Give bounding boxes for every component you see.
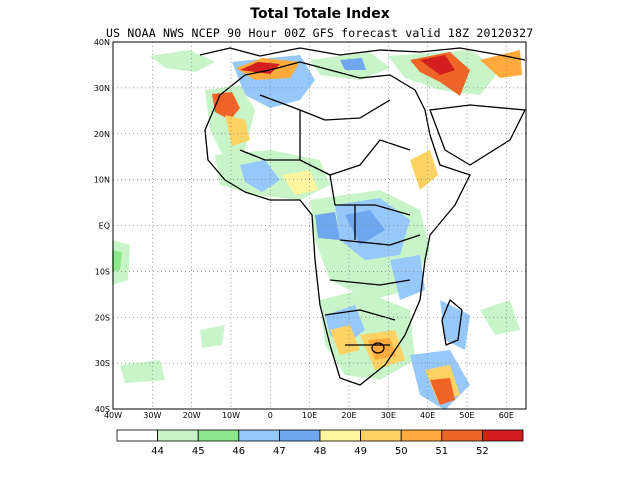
europe-coast (199, 47, 526, 61)
madagascar (441, 299, 463, 346)
lon-tick-label: 10E (302, 411, 317, 420)
colorbar-swatch (157, 429, 199, 442)
colorbar-swatch (238, 429, 280, 442)
lat-tick-label: 40N (94, 38, 110, 47)
lat-tick-label: EQ (99, 222, 110, 231)
colorbar-label: 46 (232, 446, 245, 457)
lat-tick-label: 20N (94, 130, 110, 139)
field-patch (240, 160, 280, 192)
lat-tick-label: 30S (95, 359, 110, 368)
colorbar-swatch (197, 429, 240, 442)
colorbar-swatch (360, 429, 402, 442)
index-fields (112, 50, 522, 410)
colorbar-label: 45 (192, 446, 205, 457)
colorbar-swatch (319, 429, 361, 442)
field-patch (282, 170, 318, 195)
colorbar-swatch (400, 429, 443, 442)
colorbar-swatch (481, 429, 524, 442)
field-patch (430, 378, 455, 405)
colorbar-label: 51 (435, 446, 448, 457)
lat-tick-label: 10N (94, 176, 110, 185)
border (324, 309, 396, 321)
lon-tick-label: 50E (459, 411, 474, 420)
colorbar-swatch (278, 429, 321, 442)
field-patch (440, 300, 470, 350)
colorbar-label: 47 (273, 446, 286, 457)
field-patch (150, 50, 215, 72)
map-frame (112, 41, 527, 410)
field-patch (340, 58, 366, 70)
lon-tick-label: 60E (499, 411, 514, 420)
field-patch (200, 325, 225, 348)
lake (371, 342, 385, 354)
colorbar-label: 52 (476, 446, 489, 457)
border (339, 234, 421, 246)
lat-tick-label: 20S (95, 313, 110, 322)
colorbar-swatch (116, 429, 158, 442)
colorbar-label: 48 (314, 446, 327, 457)
colorbar-label: 50 (395, 446, 408, 457)
field-patch (330, 325, 360, 355)
colorbar-label: 44 (151, 446, 164, 457)
border (259, 94, 391, 121)
border (239, 149, 300, 161)
lat-tick-label: 40S (95, 405, 110, 414)
lon-tick-label: 20E (341, 411, 356, 420)
lon-tick-label: 10W (222, 411, 240, 420)
chart-title: Total Totale Index (250, 6, 390, 22)
field-patch (420, 55, 455, 75)
lon-tick-label: 30E (381, 411, 396, 420)
field-patch (112, 250, 122, 272)
field-patch (120, 360, 165, 383)
colorbar-label: 49 (354, 446, 367, 457)
lat-tick-label: 10S (95, 267, 110, 276)
lon-tick-label: 0 (268, 411, 273, 420)
field-patch (212, 92, 240, 120)
lon-tick-label: 30W (143, 411, 161, 420)
graticule (113, 42, 526, 409)
border (329, 279, 411, 286)
field-patch (480, 300, 520, 335)
coastlines-and-borders (199, 47, 526, 386)
lon-tick-label: 20W (183, 411, 201, 420)
arabian-peninsula (429, 104, 526, 166)
lon-tick-label: 40E (420, 411, 435, 420)
lon-tick-label: 40W (104, 411, 122, 420)
forecast-subtitle: US NOAA NWS NCEP 90 Hour 00Z GFS forecas… (106, 26, 534, 40)
lat-tick-label: 30N (94, 84, 110, 93)
border (299, 110, 411, 176)
field-patch (410, 150, 438, 190)
africa-coastline (204, 61, 471, 386)
field-patch (315, 212, 340, 240)
colorbar: 44 45 46 47 48 49 50 51 52 (116, 429, 524, 457)
field-patch (390, 255, 425, 300)
colorbar-swatch (441, 429, 483, 442)
